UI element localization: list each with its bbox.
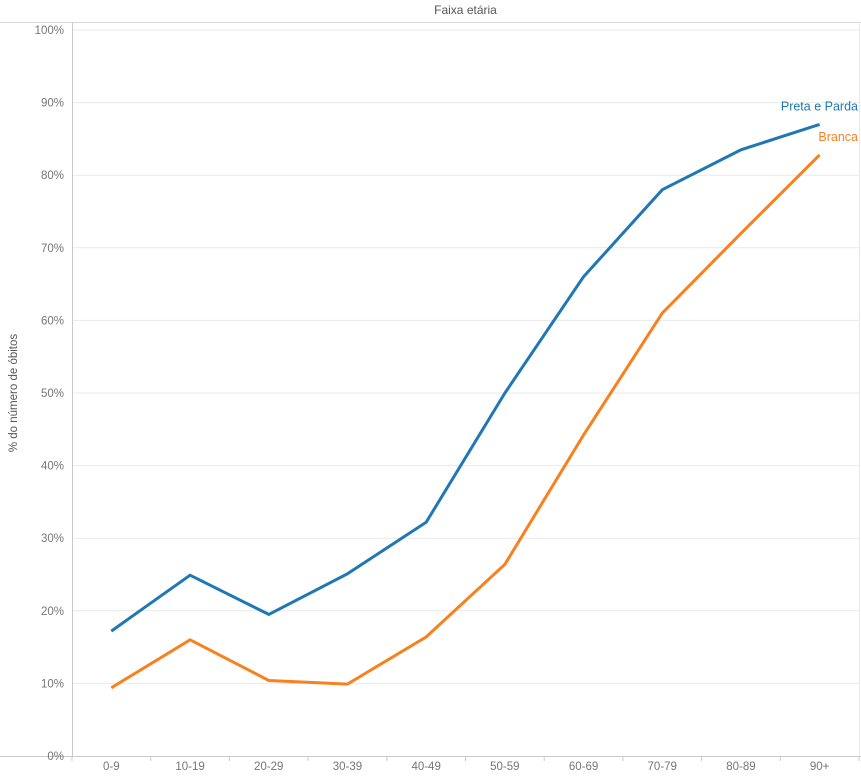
series-line-branca[interactable] (110, 153, 821, 690)
x-tick-label-10-19: 10-19 (175, 761, 204, 773)
chart-title: Faixa etária (434, 3, 497, 17)
y-tick-label-60: 60% (41, 315, 64, 327)
x-tick-label-60-69: 60-69 (569, 761, 598, 773)
y-tick-label-20: 20% (41, 606, 64, 618)
y-tick-label-70: 70% (41, 243, 64, 255)
series-label-branca: Branca (818, 130, 858, 144)
x-tick-label-20-29: 20-29 (254, 761, 283, 773)
x-tick-label-30-39: 30-39 (333, 761, 362, 773)
y-tick-label-80: 80% (41, 170, 64, 182)
y-tick-label-100: 100% (35, 25, 64, 37)
y-tick-label-40: 40% (41, 461, 64, 473)
x-tick-label-70-79: 70-79 (648, 761, 677, 773)
x-tick-label-80-89: 80-89 (726, 761, 755, 773)
y-tick-label-50: 50% (41, 388, 64, 400)
x-tick-label-90-: 90+ (810, 761, 830, 773)
x-tick-label-0-9: 0-9 (103, 761, 120, 773)
y-tick-label-90: 90% (41, 98, 64, 110)
series-label-preta-e-parda: Preta e Parda (781, 99, 858, 113)
y-tick-label-30: 30% (41, 533, 64, 545)
y-tick-label-0: 0% (47, 751, 64, 763)
y-tick-label-10: 10% (41, 678, 64, 690)
series-line-preta-e-parda[interactable] (110, 122, 821, 633)
x-tick-label-50-59: 50-59 (490, 761, 519, 773)
x-tick-label-40-49: 40-49 (411, 761, 440, 773)
